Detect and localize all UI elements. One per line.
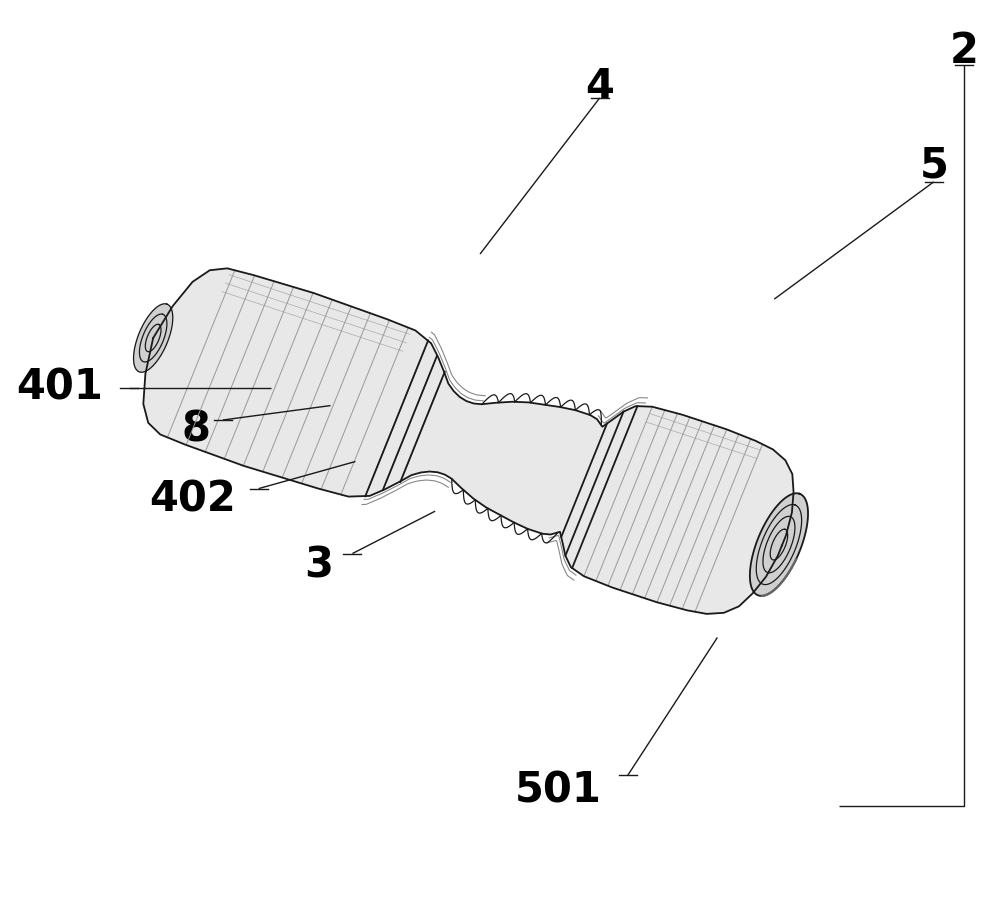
Text: 8: 8 (181, 409, 210, 451)
Polygon shape (750, 493, 808, 595)
Polygon shape (143, 269, 794, 614)
Text: 402: 402 (149, 479, 236, 520)
Text: 5: 5 (919, 145, 948, 186)
Polygon shape (134, 304, 173, 372)
Text: 3: 3 (304, 544, 333, 586)
Text: 501: 501 (514, 770, 601, 812)
Text: 401: 401 (16, 367, 103, 408)
Text: 4: 4 (585, 66, 614, 108)
Text: 2: 2 (949, 30, 978, 72)
